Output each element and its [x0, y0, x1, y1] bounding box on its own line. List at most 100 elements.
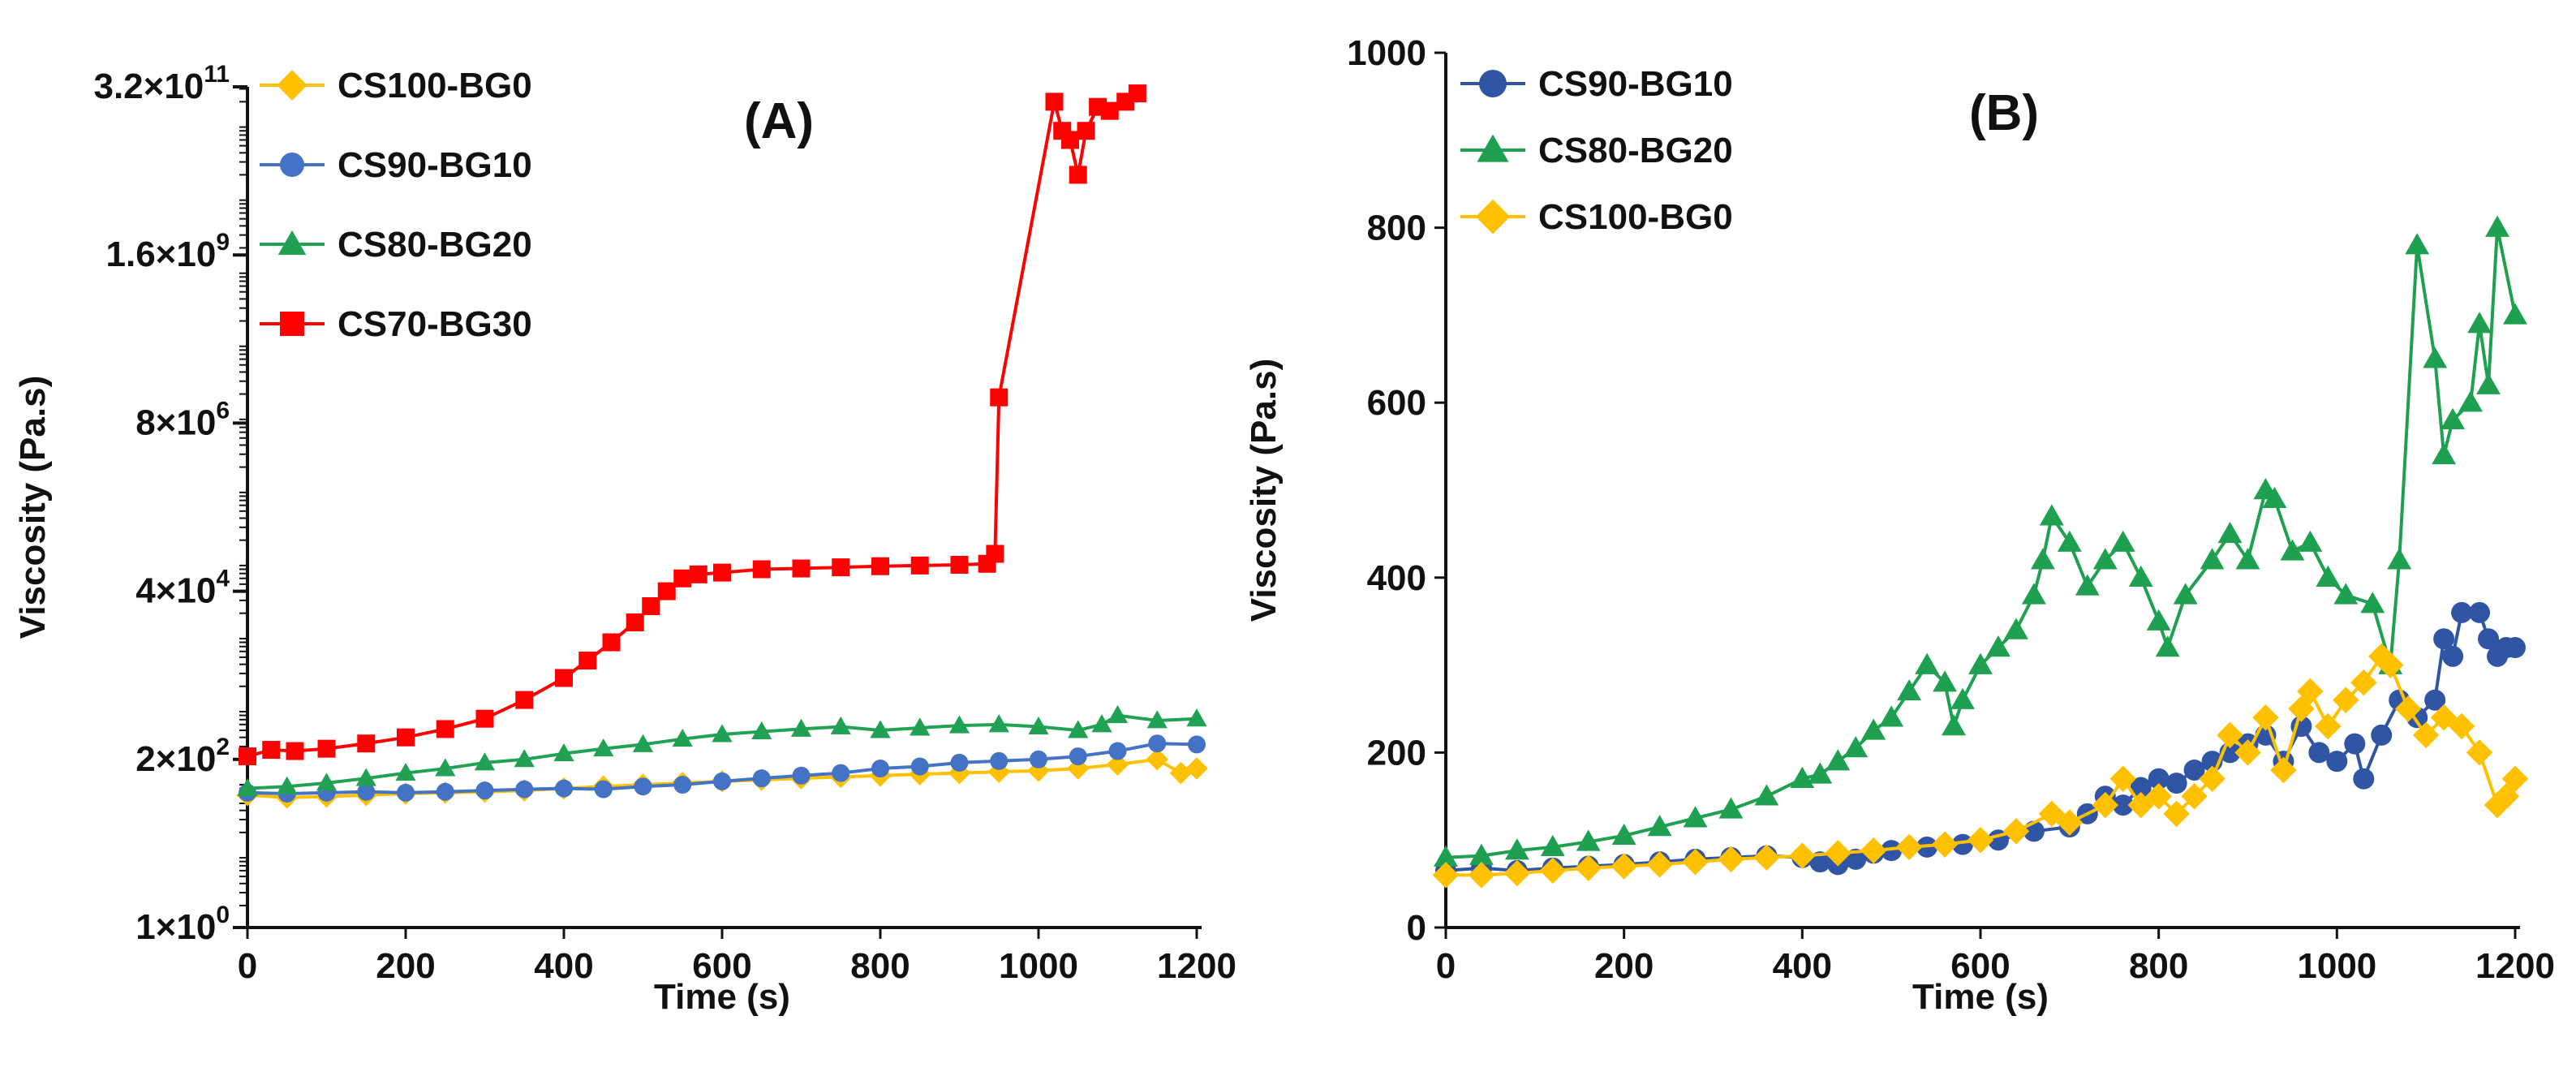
data-point [790, 718, 812, 737]
data-point [1611, 853, 1637, 880]
data-point [2412, 721, 2440, 749]
data-point [2467, 312, 2492, 334]
data-point [950, 556, 969, 575]
data-point [1045, 93, 1064, 111]
data-point [1169, 761, 1193, 785]
data-point [474, 752, 496, 771]
x-tick-label: 400 [1773, 946, 1832, 986]
data-point [871, 557, 889, 575]
data-point [2109, 765, 2136, 792]
data-point [2130, 777, 2152, 798]
data-point [990, 751, 1008, 770]
x-tick-label: 400 [534, 946, 593, 986]
x-tick-label: 600 [692, 946, 751, 986]
data-point [2432, 442, 2457, 465]
data-point [1647, 815, 1672, 837]
data-point [1682, 848, 1709, 876]
y-tick-base: 4×10 [135, 571, 216, 611]
data-point [2280, 539, 2305, 561]
data-point [792, 559, 811, 578]
data-point [2424, 689, 2446, 711]
legend-label: CS90-BG10 [338, 145, 532, 185]
data-point [239, 747, 256, 766]
y-tick-exponent: 4 [216, 566, 230, 592]
data-point [2270, 756, 2297, 784]
data-point [1148, 734, 1167, 753]
y-tick-base: 3.2×10 [93, 67, 204, 106]
series-cs90-bg10 [239, 734, 1206, 803]
panel-b-chart: 0 200 400 600 800 1000 1200 0 200 400 600 800 1000 Ti… [1244, 33, 2555, 1017]
data-point [2405, 233, 2430, 255]
y-tick-label: 200 [1367, 733, 1426, 773]
data-point [1030, 750, 1047, 768]
data-point [1808, 762, 1833, 784]
data-point [1718, 846, 1744, 873]
data-point [2441, 407, 2466, 429]
data-point [2469, 601, 2491, 623]
y-tick-label: 400 [1367, 558, 1426, 598]
data-point [673, 569, 692, 588]
legend: CS90-BG10 CS80-BG20 CS100-BG0 [1460, 64, 1733, 237]
panel-label: (A) [744, 93, 814, 149]
data-point [1861, 718, 1886, 740]
data-point [2387, 548, 2412, 570]
series-cs80-bg20 [237, 704, 1207, 797]
data-point [602, 633, 621, 652]
legend-marker [1475, 199, 1511, 235]
data-point [751, 721, 772, 740]
data-point [950, 753, 969, 772]
data-point [2505, 637, 2526, 659]
data-point [1091, 714, 1112, 733]
data-point [673, 776, 692, 794]
legend-item: CS90-BG10 [1460, 64, 1733, 104]
data-point [2326, 751, 2348, 773]
data-point [2181, 783, 2208, 810]
data-point [316, 773, 338, 791]
data-point [1718, 797, 1744, 819]
data-point [948, 715, 970, 734]
legend-label: CS100-BG0 [1538, 197, 1733, 237]
data-point [988, 714, 1009, 733]
data-point [2492, 783, 2520, 810]
x-axis-title: Time (s) [1912, 977, 2049, 1017]
legend-label: CS80-BG20 [1538, 131, 1733, 170]
legend-item: CS100-BG0 [1460, 197, 1733, 237]
data-point [2394, 695, 2422, 722]
y-axis-title: Viscosity (Pa.s) [1244, 359, 1284, 622]
data-point [555, 779, 573, 798]
data-point [2075, 574, 2100, 596]
data-point [2056, 809, 2084, 836]
data-point [2433, 628, 2455, 650]
data-point [475, 709, 494, 728]
data-point [1068, 720, 1089, 738]
y-tick-exponent: 6 [216, 397, 230, 424]
x-tick-label: 0 [238, 946, 257, 986]
data-point [2199, 765, 2226, 792]
data-point [594, 780, 613, 798]
data-point [1146, 748, 1168, 771]
y-tick-label: 2×102 [135, 734, 230, 779]
y-tick-base: 1×10 [135, 907, 216, 947]
series-line [247, 92, 1139, 759]
data-point [515, 780, 534, 798]
y-tick-label: 1000 [1347, 33, 1426, 73]
data-point [2308, 742, 2330, 764]
data-point [1077, 122, 1095, 140]
data-point [1469, 843, 1494, 865]
data-point [1503, 859, 1531, 887]
data-point [2466, 739, 2493, 766]
data-point [2501, 765, 2529, 792]
data-point [593, 738, 614, 757]
legend-marker [1477, 134, 1509, 162]
data-point [2234, 739, 2261, 766]
y-tick-base: 8×10 [135, 402, 216, 442]
data-point [2039, 504, 2064, 526]
data-point [1683, 806, 1708, 828]
data-point [1188, 735, 1206, 754]
data-point [2112, 794, 2134, 816]
legend-label: CS80-BG20 [338, 225, 532, 265]
x-tick-label: 200 [1594, 946, 1654, 986]
data-point [910, 556, 929, 575]
data-point [436, 782, 454, 801]
series-cs70-bg30 [239, 84, 1146, 766]
